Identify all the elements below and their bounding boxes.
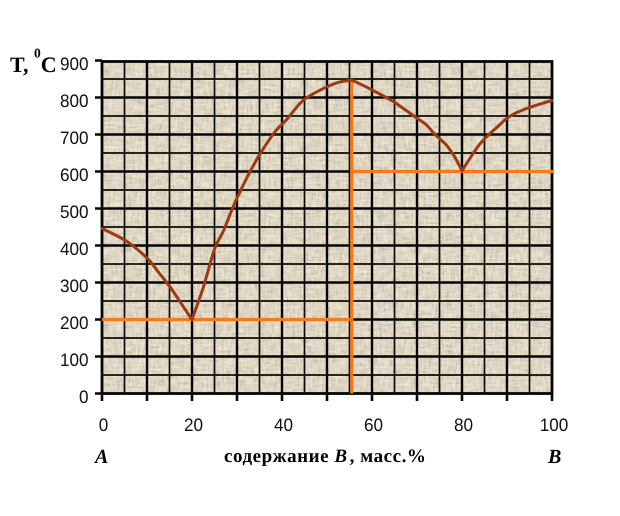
svg-text:A: A [93,446,108,468]
svg-text:0: 0 [79,387,89,407]
svg-text:600: 600 [60,165,89,185]
svg-text:содержание B, масс.%: содержание B, масс.% [224,446,426,467]
svg-text:400: 400 [60,239,89,259]
svg-text:900: 900 [60,54,89,74]
svg-text:20: 20 [184,415,203,435]
svg-text:0: 0 [99,415,109,435]
svg-text:700: 700 [60,128,89,148]
svg-text:B: B [547,446,561,468]
svg-text:100: 100 [60,350,89,370]
svg-text:500: 500 [60,202,89,222]
svg-text:100: 100 [540,415,569,435]
svg-text:300: 300 [60,276,89,296]
svg-text:60: 60 [364,415,383,435]
svg-text:200: 200 [60,313,89,333]
svg-text:40: 40 [274,415,293,435]
svg-text:800: 800 [60,91,89,111]
svg-text:80: 80 [454,415,473,435]
